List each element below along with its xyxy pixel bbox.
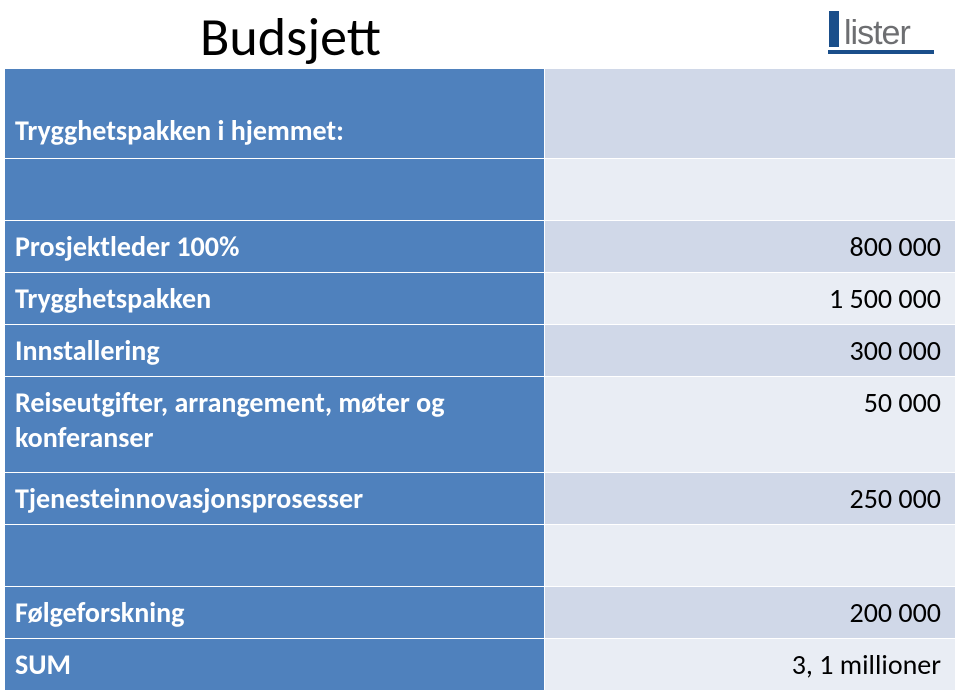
row-value: 800 000 [545, 221, 956, 273]
row-value: 50 000 [545, 377, 956, 473]
budget-table: Trygghetspakken i hjemmet: Prosjektleder… [4, 68, 956, 691]
table-row: Prosjektleder 100% 800 000 [5, 221, 956, 273]
table-row-sum: SUM 3, 1 millioner [5, 639, 956, 691]
slide-title: Budsjett [200, 4, 381, 70]
table-row: Tjenesteinnovasjonsprosesser 250 000 [5, 473, 956, 525]
row-value-sum: 3, 1 millioner [545, 639, 956, 691]
row-label: Trygghetspakken [5, 273, 545, 325]
table-row: Innstallering 300 000 [5, 325, 956, 377]
row-value: 250 000 [545, 473, 956, 525]
table-row: Reiseutgifter, arrangement, møter og kon… [5, 377, 956, 473]
row-label: Innstallering [5, 325, 545, 377]
row-label-sum: SUM [5, 639, 545, 691]
row-value: 200 000 [545, 587, 956, 639]
row-label: Følgeforskning [5, 587, 545, 639]
table-spacer-row [5, 159, 956, 221]
slide: Budsjett lister Trygghetspakken i hjemme… [0, 0, 960, 698]
lister-logo: lister [828, 8, 946, 58]
table-header-row: Trygghetspakken i hjemmet: [5, 69, 956, 159]
header-label: Trygghetspakken i hjemmet: [5, 69, 545, 159]
row-value: 1 500 000 [545, 273, 956, 325]
gap-label [5, 525, 545, 587]
row-value: 300 000 [545, 325, 956, 377]
svg-text:lister: lister [844, 14, 910, 52]
table-gap-row [5, 525, 956, 587]
row-label: Reiseutgifter, arrangement, møter og kon… [5, 377, 545, 473]
table-row: Trygghetspakken 1 500 000 [5, 273, 956, 325]
spacer-value [545, 159, 956, 221]
header-value-blank [545, 69, 956, 159]
row-label: Prosjektleder 100% [5, 221, 545, 273]
table-row: Følgeforskning 200 000 [5, 587, 956, 639]
spacer-label [5, 159, 545, 221]
gap-value [545, 525, 956, 587]
row-label: Tjenesteinnovasjonsprosesser [5, 473, 545, 525]
